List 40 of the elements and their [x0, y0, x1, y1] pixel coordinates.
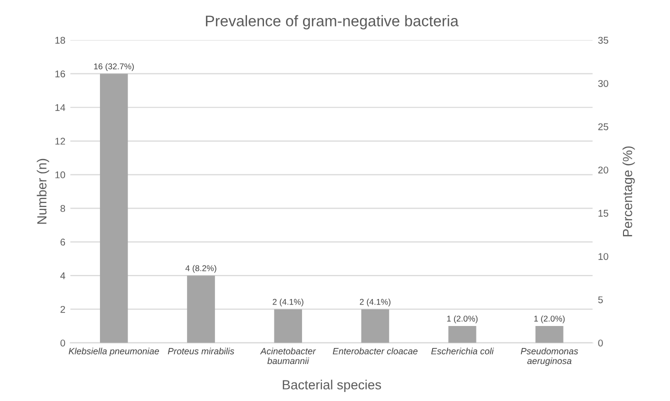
y-tick-label: 0 [60, 340, 66, 346]
y-tick-label: 16 [55, 70, 66, 78]
x-tick-label: Proteus mirabilis [168, 348, 234, 354]
y2-axis-title: Percentage (%) [622, 146, 635, 236]
x-tick-label: Acinetobacter baumannii [260, 348, 316, 364]
y-tick-label: 4 [60, 272, 66, 280]
bar [274, 309, 302, 343]
x-axis-title: Bacterial species [282, 380, 382, 392]
bar [535, 326, 564, 343]
y2-tick-label: 15 [598, 210, 608, 217]
bar [187, 276, 215, 343]
y2-tick-label: 10 [598, 253, 608, 260]
data-label: 2 (4.1%) [360, 298, 390, 306]
y-tick-label: 10 [55, 171, 66, 178]
y-tick-label: 18 [55, 36, 66, 44]
x-tick-label: Pseudomonas aeruginosa [520, 348, 578, 366]
bar [361, 309, 390, 343]
data-label: 1 (2.0%) [447, 315, 478, 324]
y-tick-label: 12 [55, 138, 65, 145]
y2-tick-label: 35 [598, 36, 608, 44]
y-tick-label: 14 [55, 104, 66, 111]
y-tick-label: 8 [60, 205, 66, 212]
y2-tick-label: 5 [598, 296, 603, 304]
y2-tick-label: 25 [598, 123, 608, 130]
bar [448, 326, 476, 343]
x-tick-label: Escherichia coli [431, 348, 494, 354]
y-tick-label: 6 [60, 238, 66, 246]
y2-tick-label: 30 [598, 80, 608, 87]
y2-tick-label: 20 [598, 166, 608, 174]
x-tick-label: Klebsiella pneumoniae [68, 348, 159, 356]
data-label: 2 (4.1%) [272, 298, 304, 306]
x-tick-label: Enterobacter cloacae [332, 348, 418, 354]
y2-tick-label: 0 [598, 340, 603, 346]
data-label: 4 (8.2%) [185, 265, 216, 273]
y-tick-label: 2 [60, 306, 65, 313]
data-label: 1 (2.0%) [534, 315, 565, 324]
data-label: 16 (32.7%) [94, 63, 134, 71]
bar [100, 74, 128, 343]
chart-title: Prevalence of gram-negative bacteria [206, 15, 459, 30]
y-axis-title: Number (n) [36, 158, 50, 224]
